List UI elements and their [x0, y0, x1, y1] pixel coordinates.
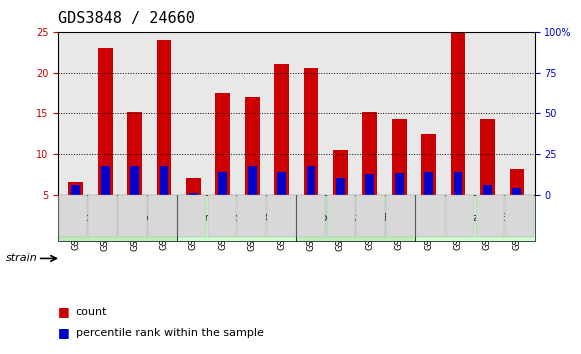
Bar: [69, 183, 83, 195]
FancyBboxPatch shape: [296, 195, 415, 241]
Bar: [363, 112, 377, 195]
Text: R. prowazekii Evir: R. prowazekii Evir: [306, 213, 406, 223]
Bar: [157, 40, 171, 195]
FancyBboxPatch shape: [327, 195, 355, 237]
Bar: [218, 172, 227, 195]
Bar: [101, 166, 110, 195]
Bar: [451, 34, 465, 195]
FancyBboxPatch shape: [238, 195, 266, 237]
FancyBboxPatch shape: [177, 195, 296, 241]
FancyBboxPatch shape: [148, 195, 177, 237]
FancyBboxPatch shape: [119, 195, 147, 237]
Text: R. prowazekii Erus: R. prowazekii Erus: [424, 213, 526, 223]
Bar: [395, 173, 404, 195]
Bar: [277, 172, 286, 195]
Bar: [483, 185, 492, 195]
Bar: [186, 178, 200, 195]
FancyBboxPatch shape: [207, 195, 236, 237]
Bar: [248, 166, 257, 195]
Bar: [421, 133, 436, 195]
Bar: [512, 188, 521, 195]
Bar: [274, 64, 289, 195]
Bar: [510, 169, 524, 195]
Text: ■: ■: [58, 305, 70, 318]
Bar: [454, 172, 462, 195]
FancyBboxPatch shape: [178, 195, 206, 237]
FancyBboxPatch shape: [446, 195, 474, 237]
Bar: [424, 172, 433, 195]
FancyBboxPatch shape: [297, 195, 325, 237]
Bar: [365, 175, 374, 195]
Bar: [307, 166, 315, 195]
Bar: [189, 193, 198, 195]
FancyBboxPatch shape: [59, 195, 87, 237]
FancyBboxPatch shape: [416, 195, 444, 237]
Text: percentile rank within the sample: percentile rank within the sample: [76, 328, 263, 338]
FancyBboxPatch shape: [505, 195, 534, 237]
Bar: [333, 150, 348, 195]
FancyBboxPatch shape: [386, 195, 415, 237]
FancyBboxPatch shape: [415, 195, 535, 241]
Text: R. prowazekii Rp22: R. prowazekii Rp22: [184, 213, 290, 223]
Bar: [336, 178, 345, 195]
Bar: [216, 93, 230, 195]
FancyBboxPatch shape: [476, 195, 504, 237]
Bar: [245, 97, 260, 195]
Bar: [392, 119, 407, 195]
Bar: [160, 166, 168, 195]
FancyBboxPatch shape: [58, 195, 177, 241]
Bar: [127, 112, 142, 195]
Bar: [480, 119, 495, 195]
Bar: [304, 69, 318, 195]
Text: count: count: [76, 307, 107, 316]
Text: ■: ■: [58, 326, 70, 339]
Bar: [71, 185, 80, 195]
Text: GDS3848 / 24660: GDS3848 / 24660: [58, 11, 195, 25]
FancyBboxPatch shape: [357, 195, 385, 237]
Bar: [130, 166, 139, 195]
Bar: [98, 48, 113, 195]
Text: control, uninfected: control, uninfected: [65, 213, 170, 223]
Text: strain: strain: [6, 253, 38, 263]
FancyBboxPatch shape: [88, 195, 117, 237]
FancyBboxPatch shape: [267, 195, 296, 237]
